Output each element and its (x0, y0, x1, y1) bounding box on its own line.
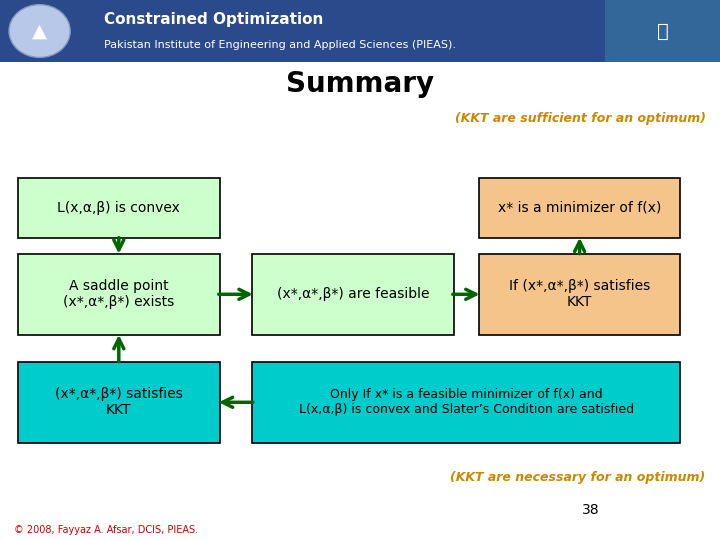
Ellipse shape (9, 5, 71, 57)
Text: Summary: Summary (286, 70, 434, 98)
FancyBboxPatch shape (479, 178, 680, 238)
FancyBboxPatch shape (252, 362, 680, 443)
Text: ▲: ▲ (32, 22, 47, 40)
Text: A saddle point
(x*,α*,β*) exists: A saddle point (x*,α*,β*) exists (63, 279, 174, 309)
Text: (x*,α*,β*) are feasible: (x*,α*,β*) are feasible (276, 287, 429, 301)
FancyBboxPatch shape (605, 0, 720, 62)
FancyBboxPatch shape (18, 254, 220, 335)
FancyBboxPatch shape (0, 0, 720, 62)
Text: (KKT are necessary for an optimum): (KKT are necessary for an optimum) (450, 471, 706, 484)
FancyBboxPatch shape (18, 178, 220, 238)
Text: 🛰: 🛰 (657, 22, 668, 40)
Text: Only If x* is a feasible minimizer of f(x) and
L(x,α,β) is convex and Slater’s C: Only If x* is a feasible minimizer of f(… (299, 388, 634, 416)
FancyBboxPatch shape (252, 254, 454, 335)
Text: 38: 38 (582, 503, 599, 517)
Text: © 2008, Fayyaz A. Afsar, DCIS, PIEAS.: © 2008, Fayyaz A. Afsar, DCIS, PIEAS. (14, 525, 199, 535)
Text: (x*,α*,β*) satisfies
KKT: (x*,α*,β*) satisfies KKT (55, 387, 183, 417)
FancyBboxPatch shape (18, 362, 220, 443)
Text: If (x*,α*,β*) satisfies
KKT: If (x*,α*,β*) satisfies KKT (509, 279, 650, 309)
Text: L(x,α,β) is convex: L(x,α,β) is convex (58, 201, 180, 215)
Text: Pakistan Institute of Engineering and Applied Sciences (PIEAS).: Pakistan Institute of Engineering and Ap… (104, 40, 456, 50)
Text: x* is a minimizer of f(x): x* is a minimizer of f(x) (498, 201, 661, 215)
Text: Constrained Optimization: Constrained Optimization (104, 12, 324, 28)
FancyBboxPatch shape (479, 254, 680, 335)
Text: (KKT are sufficient for an optimum): (KKT are sufficient for an optimum) (454, 112, 706, 125)
